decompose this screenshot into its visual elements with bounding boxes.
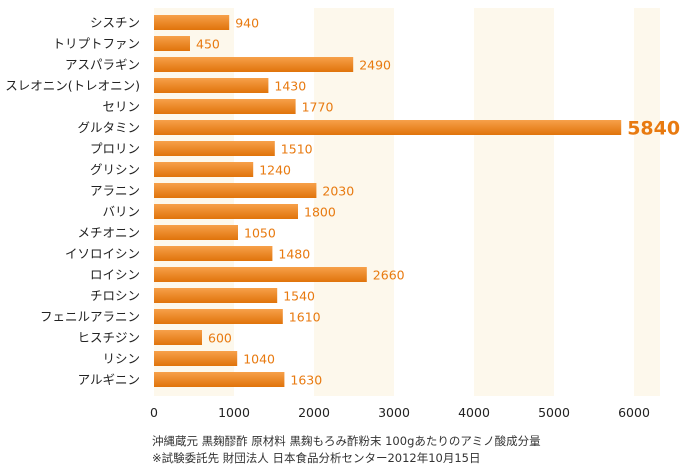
bar-1 <box>154 15 230 30</box>
category-label: トリプトファン <box>52 36 140 51</box>
bar-17 <box>154 351 238 366</box>
bar-9 <box>154 183 317 198</box>
value-label: 2490 <box>359 58 391 73</box>
category-label: リシン <box>102 351 140 366</box>
grid-band <box>554 8 634 396</box>
value-label: 1800 <box>304 205 336 220</box>
value-label: 1430 <box>274 79 306 94</box>
category-label: フェニルアラニン <box>40 309 140 324</box>
footnote-composition: 沖縄蔵元 黒麹醪酢 原材料 黒麹もろみ酢粉末 100gあたりのアミノ酸成分量 <box>152 434 541 448</box>
bar-13 <box>154 267 367 282</box>
value-label: 1240 <box>259 163 291 178</box>
category-label: アスパラギン <box>65 57 140 72</box>
bar-5 <box>154 99 296 114</box>
bar-12 <box>154 246 273 261</box>
category-label: スレオニン(トレオニン) <box>5 78 140 93</box>
value-label: 1770 <box>302 100 334 115</box>
bar-3 <box>154 57 354 72</box>
x-tick-label: 1000 <box>218 405 250 420</box>
grid-band <box>234 8 314 396</box>
footnote-test-source: ※試験委託先 財団法人 日本食品分析センター2012年10月15日 <box>152 451 481 465</box>
value-label: 2030 <box>322 184 354 199</box>
bar-14 <box>154 288 278 303</box>
x-tick-label: 3000 <box>378 405 410 420</box>
value-label: 600 <box>208 331 232 346</box>
value-label: 1510 <box>281 142 313 157</box>
category-label: アルギニン <box>78 372 140 387</box>
bar-7 <box>154 141 275 156</box>
grid-band <box>634 8 660 396</box>
value-label: 2660 <box>373 268 405 283</box>
bar-15 <box>154 309 283 324</box>
x-tick-label: 4000 <box>458 405 490 420</box>
bar-2 <box>154 36 190 51</box>
value-label: 940 <box>235 16 259 31</box>
grid-band <box>474 8 554 396</box>
category-label: シスチン <box>90 15 140 30</box>
value-label: 1480 <box>278 247 310 262</box>
category-label: ヒスチジン <box>77 330 140 345</box>
category-label: バリン <box>102 204 140 219</box>
bar-6 <box>154 120 622 135</box>
category-label: セリン <box>102 99 140 114</box>
value-label: 1610 <box>289 310 321 325</box>
value-label: 5840 <box>627 118 680 140</box>
x-tick-label: 5000 <box>538 405 570 420</box>
bar-18 <box>154 372 285 387</box>
category-label: イソロイシン <box>65 246 140 261</box>
category-label: グリシン <box>90 162 140 177</box>
bar-10 <box>154 204 298 219</box>
x-tick-label: 2000 <box>298 405 330 420</box>
category-label: アラニン <box>90 183 140 198</box>
category-label: グルタミン <box>77 120 140 135</box>
value-label: 1040 <box>243 352 275 367</box>
category-label: メチオニン <box>77 225 140 240</box>
value-label: 1630 <box>290 373 322 388</box>
bar-16 <box>154 330 202 345</box>
value-label: 450 <box>196 37 220 52</box>
bar-8 <box>154 162 254 177</box>
value-label: 1540 <box>283 289 315 304</box>
grid-band <box>314 8 394 396</box>
x-tick-label: 6000 <box>618 405 650 420</box>
bar-4 <box>154 78 269 93</box>
category-label: チロシン <box>90 288 140 303</box>
category-label: ロイシン <box>90 267 140 282</box>
grid-band <box>394 8 474 396</box>
bar-11 <box>154 225 238 240</box>
x-tick-label: 0 <box>150 405 158 420</box>
value-label: 1050 <box>244 226 276 241</box>
category-label: プロリン <box>90 141 140 156</box>
